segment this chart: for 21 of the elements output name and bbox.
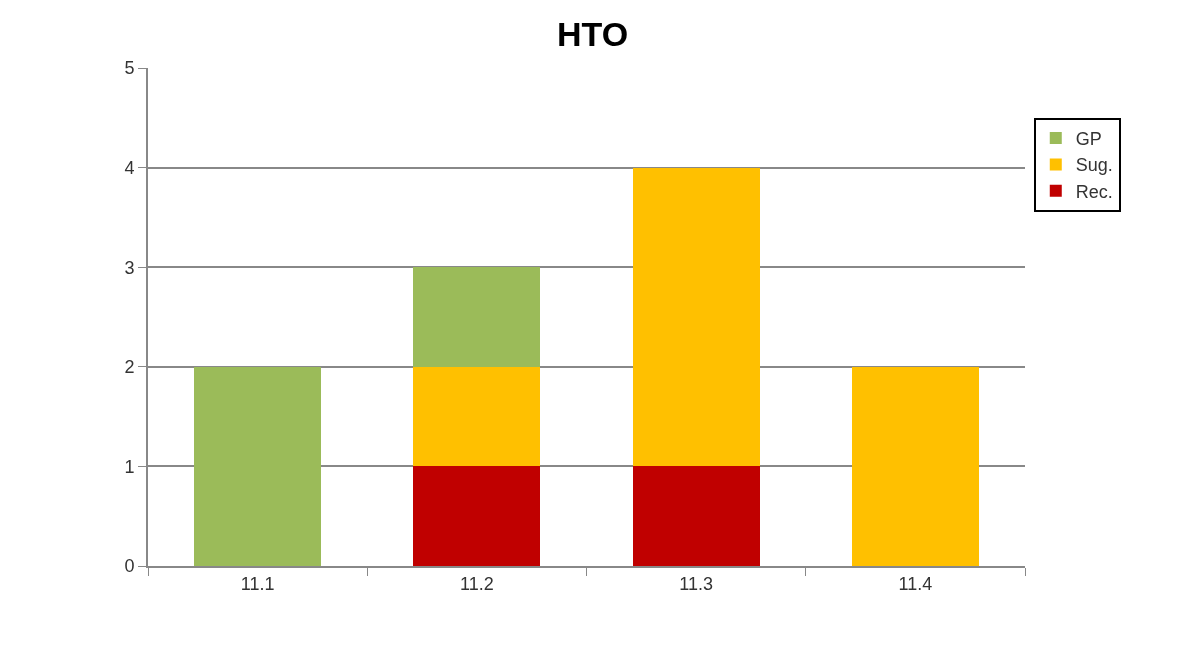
y-tick-label: 4 [124,157,135,178]
legend-label: Sug. [1075,155,1113,176]
chart-title: HTO [556,15,629,54]
y-tick-label: 5 [124,58,135,79]
x-tick-label: 11.1 [240,573,275,594]
x-tick-label: 11.3 [679,573,713,594]
y-tick-label: 3 [124,257,135,278]
y-tick-label: 1 [124,456,135,477]
legend-label: Rec. [1075,181,1113,202]
bar [194,366,322,566]
y-tick-label: 2 [124,357,135,378]
x-tick-label: 11.2 [460,573,494,594]
bar [413,466,541,566]
bar [413,366,541,467]
y-tick-label: 0 [124,556,135,577]
bar [632,466,760,566]
legend-label: GP [1075,129,1102,150]
bar [851,366,979,566]
x-tick-label: 11.4 [898,573,933,594]
bar [413,267,541,367]
bar [632,167,760,467]
